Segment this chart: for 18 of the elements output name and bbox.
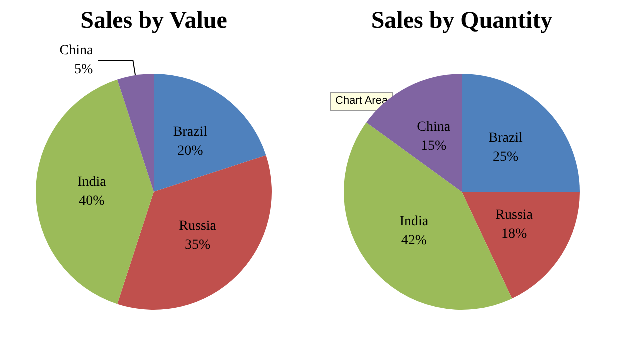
data-label: 18% [502,227,528,242]
chart-title: Sales by Value [80,8,228,34]
chart-title: Sales by Quantity [371,8,553,34]
slice-label: India [400,214,430,230]
slice-label: China [417,120,452,135]
slice-label: Russia [496,208,534,224]
data-label: 40% [79,194,106,209]
data-label: 42% [401,234,428,249]
data-label: 20% [178,144,204,159]
slice-label: India [78,175,108,190]
data-label: 15% [421,138,448,154]
slice-label: China [60,44,94,59]
data-label: 35% [185,238,212,253]
data-label: 5% [74,62,94,78]
data-label: 25% [493,150,520,166]
slice-label: Brazil [173,124,208,140]
slice-label: Brazil [488,131,524,146]
slice-label: Russia [179,218,218,234]
